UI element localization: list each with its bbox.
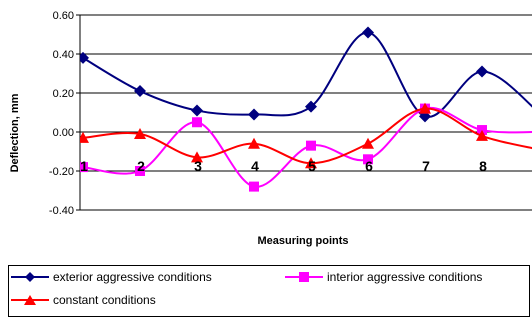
x-category-label: 6: [365, 158, 373, 174]
legend-label: interior aggressive conditions: [327, 270, 483, 284]
series-layer: [80, 26, 532, 192]
legend-item-exterior: exterior aggressive conditions: [9, 270, 212, 284]
series-line-0: [82, 31, 532, 118]
legend-item-interior: interior aggressive conditions: [283, 270, 482, 284]
x-category-label: 7: [422, 158, 430, 174]
data-point-triangle: [248, 137, 260, 149]
data-point-square: [363, 154, 373, 165]
data-point-triangle: [134, 127, 146, 139]
legend-marker-diamond-icon: [11, 272, 49, 282]
x-category-label: 5: [308, 158, 316, 174]
data-point-triangle: [80, 131, 89, 143]
data-point-square: [249, 181, 259, 192]
legend: exterior aggressive conditions interior …: [8, 265, 530, 317]
legend-item-constant: constant conditions: [9, 293, 156, 307]
data-point-diamond: [305, 100, 317, 113]
data-point-triangle: [191, 151, 203, 163]
x-category-label: 1: [80, 158, 88, 174]
data-point-triangle: [362, 137, 374, 149]
data-point-square: [80, 162, 88, 173]
series-line-2: [82, 107, 532, 165]
data-point-triangle: [476, 129, 488, 141]
x-category-labels: 1 2 3 4 5 6 7 8: [80, 158, 487, 174]
x-axis-title: Measuring points: [257, 235, 348, 247]
y-tick-label: 0.40: [53, 49, 74, 61]
legend-marker-triangle-icon: [11, 295, 49, 305]
x-category-label: 4: [251, 158, 259, 174]
legend-label: constant conditions: [53, 293, 156, 307]
data-point-triangle: [305, 157, 317, 169]
data-point-diamond: [80, 51, 89, 64]
data-point-diamond: [134, 85, 146, 98]
data-point-square: [192, 117, 202, 128]
y-axis: 0.60 0.40 0.20 0.00 -0.20 -0.40: [49, 10, 81, 217]
data-point-diamond: [191, 104, 203, 117]
y-tick-label: -0.40: [49, 205, 74, 217]
data-point-triangle: [419, 102, 431, 114]
x-category-label: 2: [137, 158, 145, 174]
x-category-label: 3: [194, 158, 202, 174]
y-tick-label: 0.00: [53, 127, 74, 139]
y-tick-label: 0.60: [53, 10, 74, 22]
data-point-diamond: [476, 65, 488, 78]
legend-marker-square-icon: [285, 272, 323, 282]
legend-label: exterior aggressive conditions: [53, 270, 212, 284]
x-category-label: 8: [479, 158, 487, 174]
y-tick-label: -0.20: [49, 166, 74, 178]
data-point-diamond: [362, 26, 374, 39]
data-point-square: [135, 166, 145, 176]
y-axis-title: Deflection, mm: [9, 93, 21, 172]
data-point-square: [306, 140, 316, 151]
y-tick-label: 0.20: [53, 88, 74, 100]
data-point-diamond: [248, 108, 260, 121]
grid-lines: [80, 14, 532, 211]
